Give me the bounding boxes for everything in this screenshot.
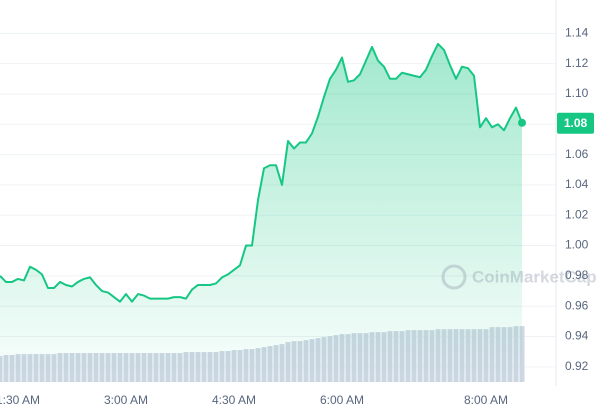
y-tick-label: 1.12 (565, 56, 589, 70)
x-tick-label: 3:00 AM (104, 393, 148, 407)
y-tick-label: 1.00 (565, 238, 589, 252)
watermark-text: CoinMarketCap (472, 267, 597, 286)
y-tick-label: 1.10 (565, 86, 589, 100)
x-tick-label: 6:00 AM (320, 393, 364, 407)
x-tick-label: 8:00 AM (464, 393, 508, 407)
y-tick-label: 0.92 (565, 359, 589, 373)
price-line (0, 42, 523, 303)
y-tick-label: 1.04 (565, 177, 589, 191)
y-tick-label: 0.96 (565, 298, 589, 312)
price-badge-label: 1.08 (564, 116, 588, 130)
x-tick-label: 4:30 AM (212, 393, 256, 407)
last-point (518, 118, 526, 127)
price-badge (557, 112, 594, 134)
y-tick-label: 0.98 (565, 268, 589, 282)
y-tick-label: 1.06 (565, 147, 589, 161)
x-tick-label: 1:30 AM (0, 393, 40, 407)
watermark: CoinMarketCap (441, 264, 597, 290)
price-area (0, 43, 522, 383)
y-tick-label: 1.02 (565, 207, 589, 221)
y-tick-label: 1.14 (565, 25, 589, 39)
y-tick-label: 0.94 (565, 329, 589, 343)
